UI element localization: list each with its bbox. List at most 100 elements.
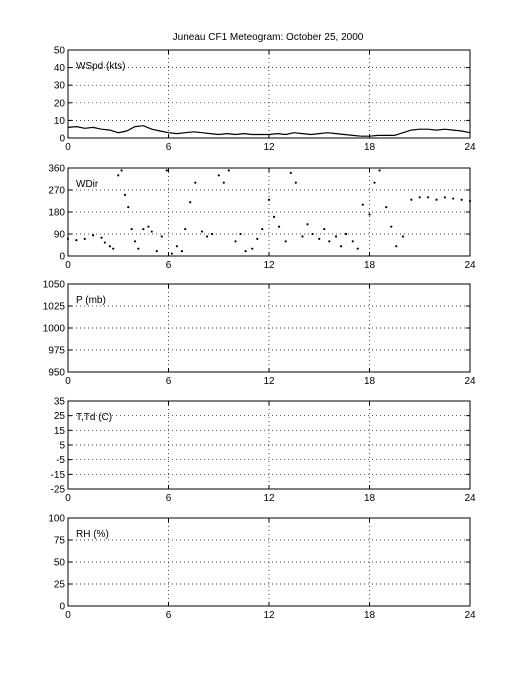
panel-label: P (mb) bbox=[76, 295, 106, 306]
data-point bbox=[150, 230, 153, 233]
data-point bbox=[306, 223, 309, 226]
data-point bbox=[378, 169, 381, 172]
data-point bbox=[284, 240, 287, 243]
x-tick-label: 0 bbox=[65, 142, 71, 153]
data-point bbox=[133, 240, 137, 243]
y-tick-label: 950 bbox=[48, 368, 65, 379]
y-tick-label: 75 bbox=[54, 536, 66, 547]
data-point bbox=[468, 199, 472, 203]
data-point bbox=[92, 234, 95, 237]
data-point bbox=[112, 247, 115, 250]
x-tick-label: 6 bbox=[166, 142, 172, 153]
x-tick-label: 18 bbox=[364, 142, 376, 153]
x-tick-label: 12 bbox=[263, 493, 275, 504]
data-point bbox=[75, 239, 78, 242]
data-point bbox=[418, 196, 421, 199]
data-point bbox=[160, 235, 163, 238]
y-tick-label: -25 bbox=[51, 485, 66, 496]
data-point bbox=[368, 213, 371, 216]
data-point bbox=[180, 250, 183, 253]
y-tick-label: 50 bbox=[54, 558, 66, 569]
data-point bbox=[194, 181, 197, 184]
data-point bbox=[222, 181, 225, 184]
data-point bbox=[120, 169, 123, 172]
data-series-line bbox=[67, 125, 471, 137]
data-point bbox=[123, 193, 127, 196]
data-point bbox=[66, 237, 70, 240]
data-point bbox=[127, 206, 130, 209]
y-tick-label: 40 bbox=[54, 63, 66, 74]
data-point bbox=[356, 247, 359, 250]
y-tick-label: 0 bbox=[59, 602, 65, 613]
data-point bbox=[410, 198, 413, 201]
data-point bbox=[200, 230, 204, 233]
panel-label: RH (%) bbox=[76, 529, 109, 540]
x-tick-label: 12 bbox=[263, 610, 275, 621]
x-tick-label: 12 bbox=[263, 142, 275, 153]
data-point bbox=[108, 245, 111, 248]
x-tick-label: 0 bbox=[65, 260, 71, 271]
data-point bbox=[189, 201, 192, 204]
x-tick-label: 18 bbox=[364, 260, 376, 271]
data-point bbox=[137, 247, 140, 250]
data-point bbox=[155, 250, 158, 253]
chart-panel-1: 0 6 12 18 24 0 10 20 30 40 50 WSpd (kts) bbox=[54, 46, 476, 154]
y-tick-label: 20 bbox=[54, 98, 66, 109]
y-tick-label: 1025 bbox=[43, 302, 66, 313]
data-point bbox=[395, 245, 398, 248]
data-point bbox=[373, 181, 376, 184]
data-point bbox=[234, 240, 237, 243]
data-point bbox=[217, 174, 220, 177]
panel-label: T,Td (C) bbox=[76, 412, 112, 423]
y-tick-label: 270 bbox=[48, 186, 65, 197]
x-tick-label: 24 bbox=[464, 260, 476, 271]
data-point bbox=[401, 235, 405, 238]
data-point bbox=[318, 237, 321, 240]
chart-panel-2: 0 6 12 18 24 0 90 180 270 360 WDir bbox=[48, 164, 476, 272]
data-point bbox=[427, 196, 430, 199]
x-tick-label: 12 bbox=[263, 260, 275, 271]
y-tick-label: -15 bbox=[51, 470, 66, 481]
y-tick-label: 100 bbox=[48, 514, 65, 525]
x-tick-label: 24 bbox=[464, 142, 476, 153]
y-tick-label: 360 bbox=[48, 164, 65, 175]
data-point bbox=[239, 232, 242, 236]
x-tick-label: 24 bbox=[464, 610, 476, 621]
x-tick-label: 6 bbox=[166, 260, 172, 271]
data-point bbox=[344, 232, 348, 236]
data-point bbox=[267, 198, 271, 201]
y-tick-label: 35 bbox=[54, 397, 66, 408]
data-point bbox=[385, 206, 388, 209]
y-tick-label: 975 bbox=[48, 346, 65, 357]
y-tick-label: 25 bbox=[54, 411, 66, 422]
x-tick-label: 24 bbox=[464, 493, 476, 504]
y-tick-label: 0 bbox=[59, 252, 65, 263]
data-point bbox=[251, 247, 254, 250]
panel-label: WDir bbox=[76, 179, 99, 190]
x-tick-label: 0 bbox=[65, 610, 71, 621]
data-point bbox=[165, 169, 168, 172]
y-tick-label: 5 bbox=[59, 441, 65, 452]
data-point bbox=[339, 245, 343, 248]
y-tick-label: 50 bbox=[54, 46, 66, 57]
data-point bbox=[311, 232, 314, 236]
y-tick-label: 180 bbox=[48, 208, 65, 219]
y-tick-label: 15 bbox=[54, 426, 66, 437]
data-point bbox=[175, 245, 178, 248]
x-tick-label: 6 bbox=[166, 493, 172, 504]
chart-panel-5: 0 6 12 18 24 0 25 50 75 100 RH (%) bbox=[48, 514, 476, 622]
data-point bbox=[460, 198, 463, 201]
x-tick-label: 0 bbox=[65, 376, 71, 387]
panel-label: WSpd (kts) bbox=[76, 61, 125, 72]
x-tick-label: 6 bbox=[166, 376, 172, 387]
data-point bbox=[294, 181, 297, 184]
data-point bbox=[210, 232, 214, 236]
y-tick-label: 25 bbox=[54, 580, 66, 591]
y-tick-label: 90 bbox=[54, 230, 66, 241]
data-point bbox=[289, 171, 292, 174]
data-point bbox=[351, 240, 354, 243]
data-point bbox=[277, 225, 281, 228]
data-point bbox=[170, 252, 173, 255]
data-point bbox=[272, 215, 276, 218]
